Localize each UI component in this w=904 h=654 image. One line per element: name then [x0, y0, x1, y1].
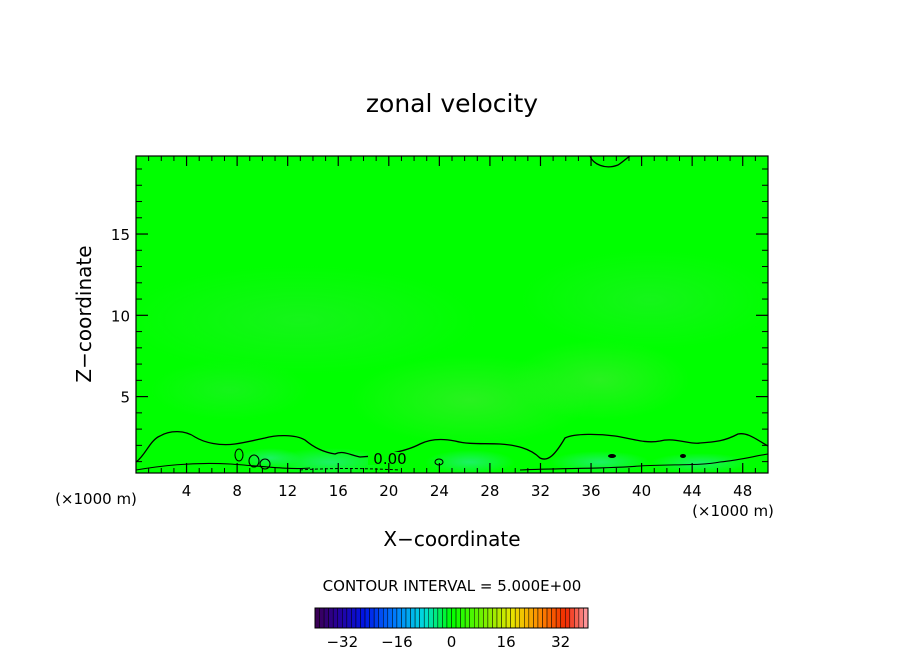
colorbar-cell — [483, 607, 489, 629]
colorbar-cell — [319, 607, 325, 629]
x-tick-label: 36 — [581, 482, 600, 500]
colorbar-tick-label: −16 — [381, 633, 413, 651]
colorbar-cell — [387, 607, 393, 629]
colorbar-cell — [533, 607, 539, 629]
colorbar-cell — [373, 607, 379, 629]
colorbar-cell — [401, 607, 407, 629]
colorbar-cell — [364, 607, 370, 629]
colorbar-cell — [574, 607, 580, 629]
colorbar-cell — [492, 607, 498, 629]
colorbar-cell — [455, 607, 461, 629]
colorbar-cell — [414, 607, 420, 629]
contour-interval-text: CONTOUR INTERVAL = 5.000E+00 — [323, 577, 582, 595]
x-tick-label: 4 — [182, 482, 192, 500]
x-tick-label: 32 — [531, 482, 550, 500]
x-tick-label: 40 — [632, 482, 651, 500]
minor-ticks — [136, 156, 768, 473]
colorbar-cell — [560, 607, 566, 629]
colorbar-cell — [542, 607, 548, 629]
colorbar-cell — [464, 607, 470, 629]
colorbar-tick-label: −32 — [326, 633, 358, 651]
x-unit-right: (×1000 m) — [692, 502, 774, 520]
x-axis-title: X−coordinate — [383, 527, 520, 551]
colorbar-cell — [346, 607, 352, 629]
x-axis-ticks: 4 8 12 16 20 24 28 32 36 40 44 48 — [182, 156, 752, 500]
x-tick-label: 8 — [232, 482, 242, 500]
y-tick-label: 5 — [120, 389, 130, 407]
colorbar-cell — [555, 607, 561, 629]
colorbar-cell — [510, 607, 516, 629]
colorbar-cell — [369, 607, 375, 629]
y-tick-label: 10 — [111, 307, 130, 325]
colorbar-cell — [528, 607, 534, 629]
colorbar-ticks: −32 −16 0 16 32 — [326, 633, 570, 651]
colorbar-cell — [451, 607, 457, 629]
colorbar-tick-label: 0 — [447, 633, 457, 651]
y-axis-ticks: 5 10 15 — [111, 226, 768, 407]
colorbar-cell — [519, 607, 525, 629]
x-tick-label: 24 — [430, 482, 449, 500]
colorbar-cell — [328, 607, 334, 629]
colorbar-cell — [478, 607, 484, 629]
colorbar-cell — [501, 607, 507, 629]
colorbar-cell — [419, 607, 425, 629]
colorbar-cell — [446, 607, 452, 629]
colorbar-cell — [378, 607, 384, 629]
colorbar-cell — [437, 607, 443, 629]
colorbar-cell — [396, 607, 402, 629]
colorbar-cell — [332, 607, 339, 629]
x-tick-label: 20 — [379, 482, 398, 500]
colorbar-cell — [433, 607, 439, 629]
colorbar-cell — [383, 607, 389, 629]
x-tick-label: 28 — [480, 482, 499, 500]
colorbar-cell — [323, 607, 329, 629]
colorbar-cell — [423, 607, 430, 629]
colorbar-cell — [537, 607, 543, 629]
x-tick-label: 16 — [329, 482, 348, 500]
colorbar-cell — [314, 607, 320, 629]
colorbar-cell — [514, 607, 521, 629]
colorbar-cell — [578, 607, 584, 629]
colorbar-cell — [337, 607, 343, 629]
y-axis-title: Z−coordinate — [72, 245, 96, 382]
colorbar-cell — [360, 607, 366, 629]
colorbar-cell — [469, 607, 475, 629]
colorbar-cell — [487, 607, 493, 629]
colorbar-cell — [405, 607, 411, 629]
colorbar-cell — [551, 607, 557, 629]
colorbar-cell — [565, 607, 571, 629]
colorbar-cell — [583, 607, 589, 629]
colorbar-cell — [569, 607, 575, 629]
colorbar-cell — [410, 607, 416, 629]
x-tick-label: 44 — [683, 482, 702, 500]
colorbar-tick-label: 32 — [551, 633, 570, 651]
colorbar-cell — [474, 607, 480, 629]
colorbar-cell — [505, 607, 511, 629]
colorbar-cell — [442, 607, 448, 629]
x-tick-label: 48 — [733, 482, 752, 500]
colorbar-cell — [355, 607, 361, 629]
colorbar-cell — [428, 607, 434, 629]
colorbar-cell — [460, 607, 466, 629]
colorbar-cell — [342, 607, 348, 629]
x-tick-label: 12 — [278, 482, 297, 500]
colorbar-cell — [496, 607, 502, 629]
velocity-field — [136, 156, 768, 473]
colorbar-cell — [546, 607, 552, 629]
colorbar-cell — [351, 607, 357, 629]
colorbar-tick-label: 16 — [497, 633, 516, 651]
y-tick-label: 15 — [111, 226, 130, 244]
colorbar-cell — [524, 607, 530, 629]
contour-label: 0.00 — [373, 450, 406, 468]
colorbar — [314, 607, 589, 629]
x-unit-left: (×1000 m) — [55, 490, 137, 508]
colorbar-cell — [392, 607, 398, 629]
chart-title: zonal velocity — [366, 89, 538, 118]
colorbar-frame — [314, 607, 589, 629]
